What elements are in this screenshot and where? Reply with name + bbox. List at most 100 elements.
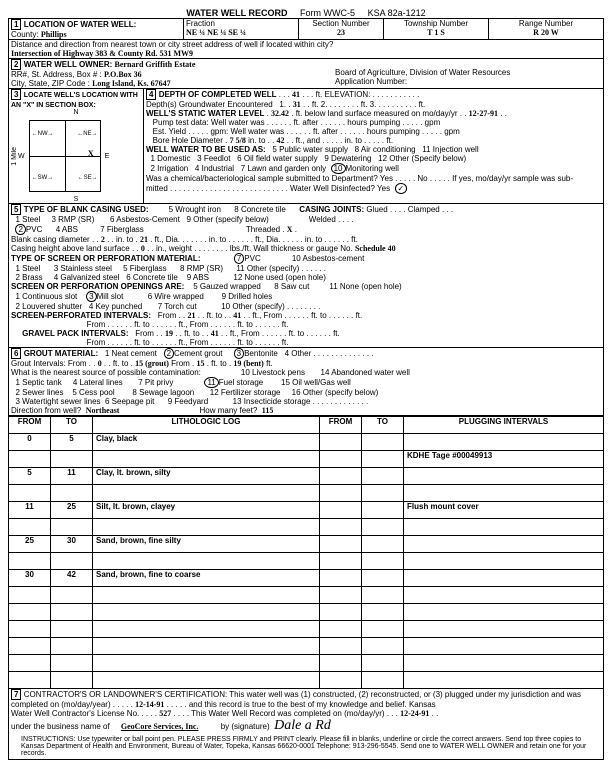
joints-lbl: CASING JOINTS: — [299, 205, 364, 214]
county-lbl: County: — [11, 30, 39, 39]
sec3-num: 3 — [11, 89, 21, 100]
g2-circled: 2 — [164, 348, 174, 359]
gpm1: gpm — [425, 118, 441, 127]
u12: 12 Other (Specify below) — [378, 154, 466, 163]
c4: 4 ABS — [56, 225, 78, 234]
bcd1: 2 — [101, 235, 105, 244]
c9: 9 Other (specify below) — [187, 215, 269, 224]
o3: Mill slot — [97, 292, 124, 301]
o9: 9 Drilled holes — [222, 292, 273, 301]
sec-val: 23 — [337, 28, 345, 37]
bore-into: in. to — [248, 136, 265, 145]
log-row: KDHE Tage #00049913 — [9, 451, 604, 468]
depth-val: 41 — [292, 90, 300, 99]
swl-date: 12-27-91 — [469, 109, 498, 118]
dir-lbl: Direction from well? — [11, 406, 81, 415]
gi-t: 15 (grout) — [135, 359, 169, 368]
rng-val: R 20 W — [533, 28, 559, 37]
chem-if: If yes, mo/day/yr sample was sub- — [452, 174, 573, 183]
o2: 2 Louvered shutter — [15, 302, 82, 311]
p1: 1 Septic tank — [15, 378, 61, 387]
pump-hrs: hours pumping — [347, 118, 400, 127]
est-gpm: gpm: Well water was — [210, 127, 284, 136]
p4: 4 Lateral lines — [73, 378, 123, 387]
form-title: WATER WELL RECORD — [186, 8, 287, 18]
bcd2: 21 — [140, 235, 148, 244]
p7: 7 Pit privy — [138, 378, 173, 387]
p10: 10 Livestock pens — [241, 368, 305, 377]
gpk-ft2: ft., From — [179, 338, 209, 347]
swl-lbl: WELL'S STATIC WATER LEVEL — [146, 109, 264, 118]
s4: 4 Galvanized steel — [54, 273, 120, 282]
log-row: 05Clay, black — [9, 434, 604, 451]
cert-l3a: Water Well Contractor's License No. — [11, 709, 139, 718]
p15: 15 Oil well/Gas well — [281, 378, 351, 387]
sec6-num: 6 — [11, 348, 21, 359]
dir-val: Northeast — [86, 406, 120, 415]
addr-lbl: RR#, St. Address, Box # : — [11, 70, 102, 79]
cert-l3b: This Water Well Record was completed on … — [191, 709, 384, 718]
gi-to: ft. to — [113, 359, 129, 368]
bcd-ft: ft., Dia. — [155, 235, 180, 244]
elev-lbl: ft. ELEVATION: — [316, 90, 371, 99]
sec-lbl: Section Number — [312, 19, 369, 28]
log-row: 511Clay, lt. brown, silty — [9, 468, 604, 485]
log-row — [9, 519, 604, 536]
chem-lbl: Was a chemical/bacteriological sample su… — [146, 174, 393, 183]
spi-ftend2: ft. — [282, 320, 289, 329]
mile-lbl: 1 Mile — [11, 147, 18, 166]
c1: 1 Steel — [15, 215, 40, 224]
gpk-from: From — [135, 329, 154, 338]
disinf-circled: ✓ — [395, 183, 408, 194]
mitted: mitted — [146, 184, 168, 193]
gpk-f1: 19 — [165, 329, 173, 338]
gpk-lbl: GRAVEL PACK INTERVALS: — [22, 329, 128, 338]
cht: 0 — [141, 244, 145, 253]
log-row — [9, 621, 604, 638]
board-lbl: Board of Agriculture, Division of Water … — [335, 68, 510, 77]
cht-lbl: Casing height above land surface — [11, 244, 130, 253]
sec3-lbl: LOCATE WELL'S LOCATION WITH AN "X" IN SE… — [11, 92, 138, 109]
j1: Glued — [366, 205, 387, 214]
dist-lbl: Distance and direction from nearest town… — [11, 40, 333, 49]
pump-after: ft. after — [293, 118, 318, 127]
bcd-into: in. to — [116, 235, 133, 244]
s8: 8 RMP (SR) — [180, 264, 223, 273]
twp-lbl: Township Number — [404, 19, 468, 28]
spi-ft: ft., From — [252, 311, 282, 320]
gw1: 31 — [293, 100, 301, 109]
sec4-num: 4 — [146, 89, 156, 100]
cert-l4a: under the business name of — [11, 722, 110, 731]
sec1-lbl: LOCATION OF WATER WELL: — [24, 20, 137, 29]
sec5-lbl: TYPE OF BLANK CASING USED: — [24, 205, 149, 214]
sec7-num: 7 — [11, 689, 21, 700]
log-row — [9, 485, 604, 502]
c7: 7 Fiberglass — [100, 225, 144, 234]
log-row: 2530Sand, brown, fine silty — [9, 536, 604, 553]
s1: 1 Steel — [15, 264, 40, 273]
u9: 9 Dewatering — [324, 154, 371, 163]
cert-l2a: completed on (mo/day/year) — [11, 700, 111, 709]
u8: 8 Air conditioning — [355, 145, 416, 154]
cert-l3d: 12-24-91 — [400, 709, 429, 718]
spi-ftto2: ft. to — [237, 320, 253, 329]
gpk-ftend2: ft. — [282, 338, 289, 347]
log-table: FROM TO LITHOLOGIC LOG FROM TO PLUGGING … — [8, 416, 604, 689]
open-lbl: SCREEN OR PERFORATION OPENINGS ARE: — [11, 282, 184, 291]
frac-lbl: Fraction — [186, 19, 215, 28]
est-lbl: Est. Yield — [153, 127, 186, 136]
s2: 2 Brass — [15, 273, 42, 282]
bore-ft2: ft. — [386, 136, 393, 145]
disinf: Water Well Disinfected? Yes — [290, 184, 390, 193]
w-lbl: W — [18, 153, 25, 160]
sec6-lbl: GROUT MATERIAL: — [24, 349, 99, 358]
spi-ft2: ft., From — [179, 320, 209, 329]
sec4-lbl: DEPTH OF COMPLETED WELL — [159, 90, 277, 99]
u7: 7 Lawn and garden only — [241, 164, 326, 173]
gpk-ftend: ft. — [333, 329, 340, 338]
twp-val: T 1 S — [427, 28, 445, 37]
j4v: X — [287, 225, 293, 234]
u10: Monitoring well — [346, 164, 399, 173]
g2: Cement grout — [174, 349, 222, 358]
city-lbl: City, State, ZIP Code : — [11, 79, 90, 88]
